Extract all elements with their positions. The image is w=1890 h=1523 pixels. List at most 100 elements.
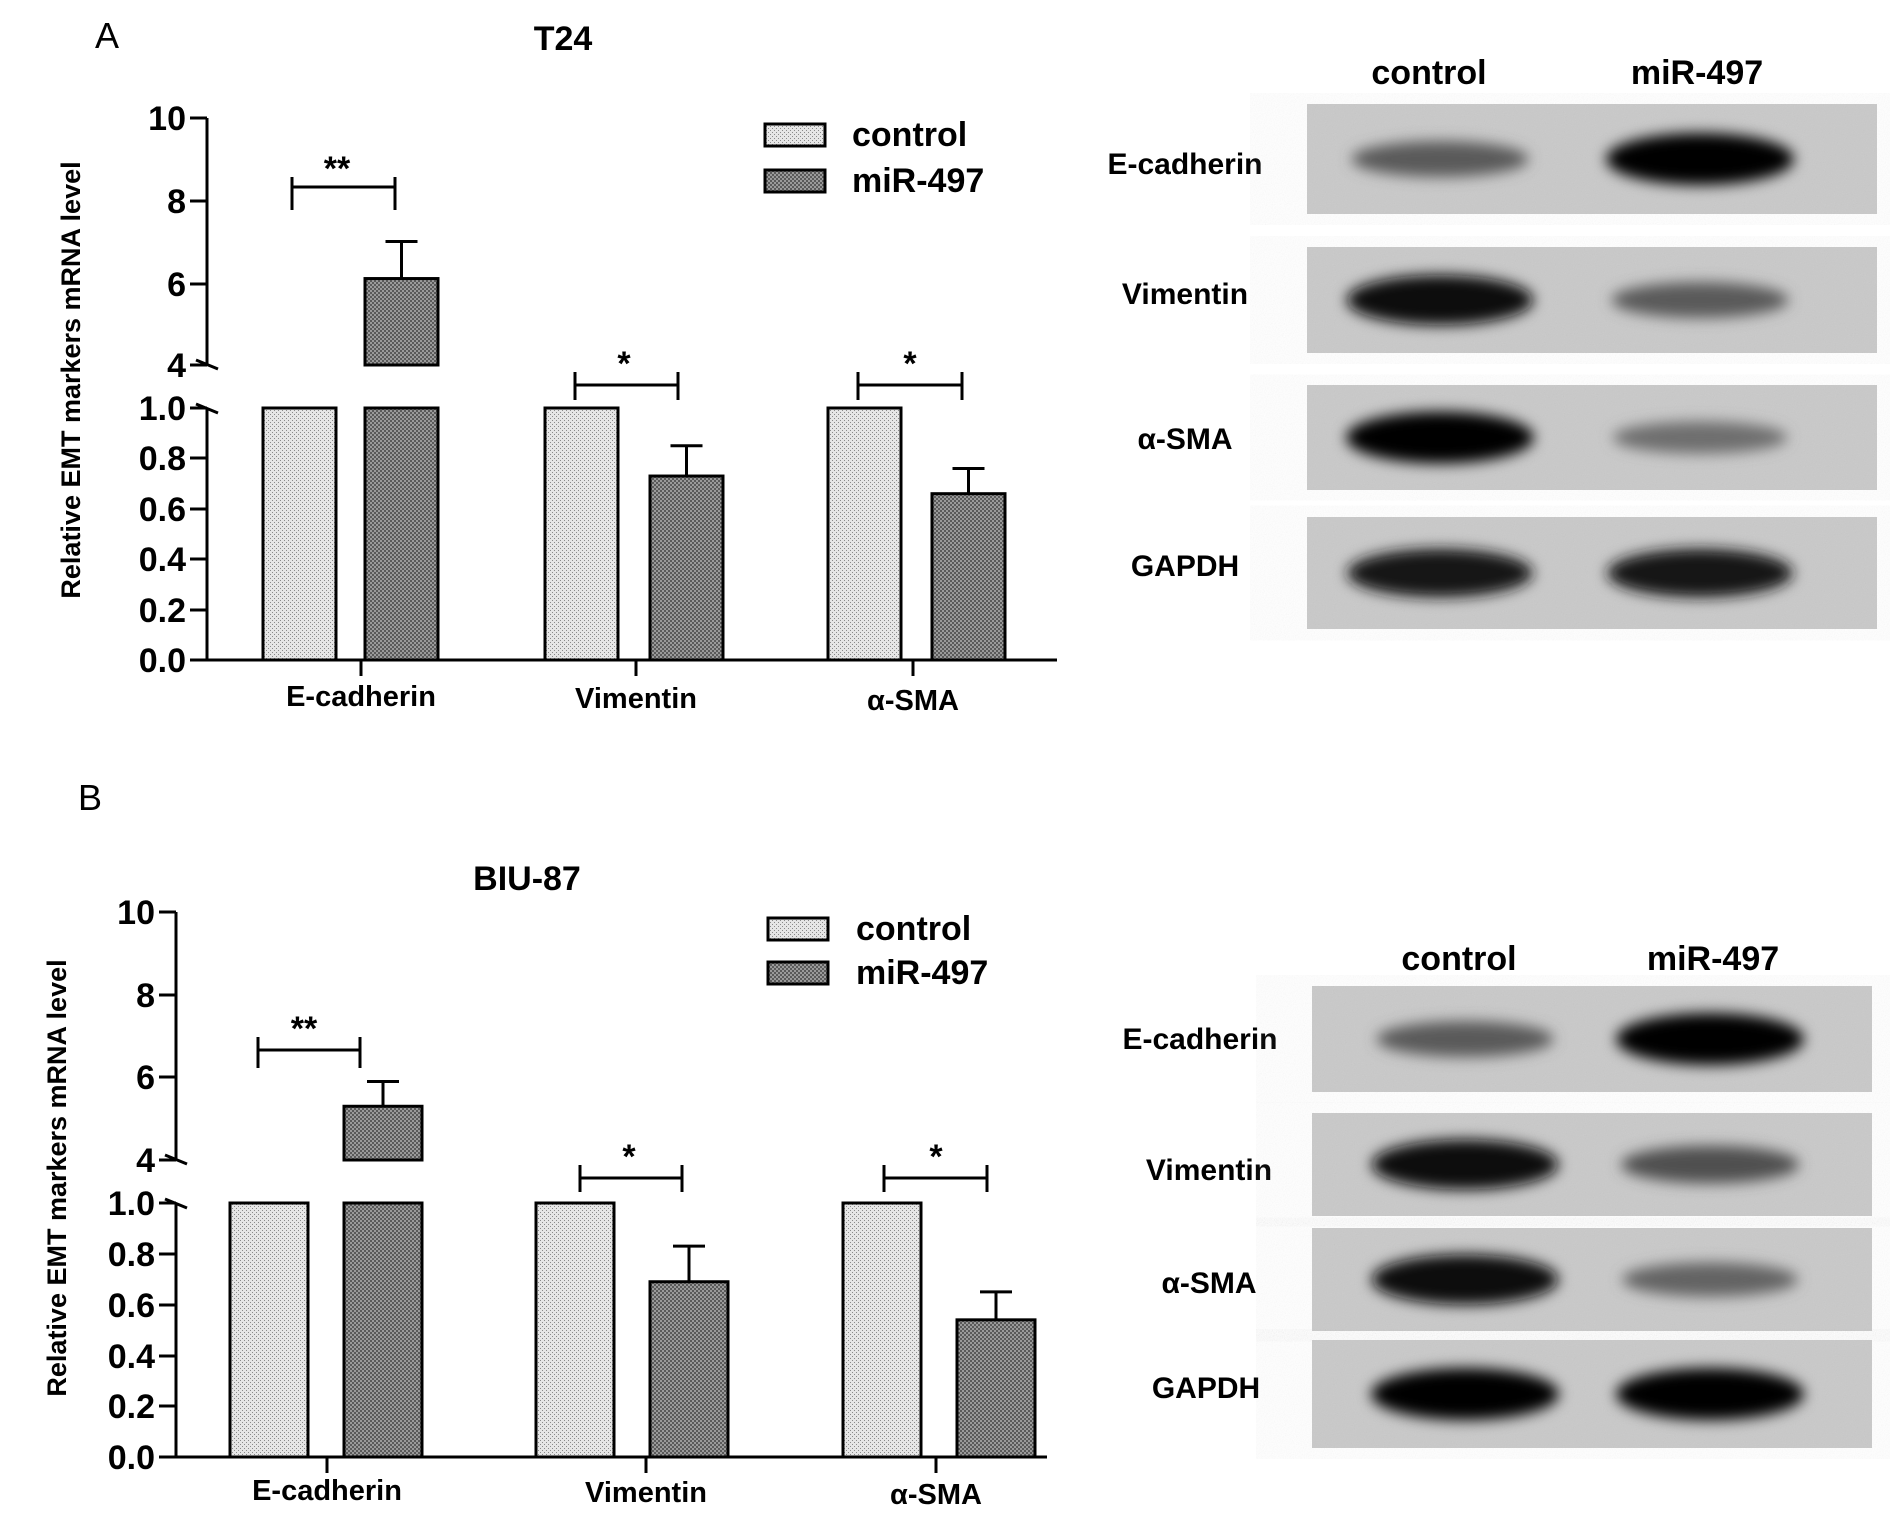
panel-a-ylabel: Relative EMT markers mRNA level bbox=[56, 161, 86, 598]
blot-band bbox=[1616, 1013, 1804, 1065]
blot-row-label: α-SMA bbox=[1161, 1267, 1256, 1300]
panel-b-ytick-label: 6 bbox=[136, 1059, 155, 1097]
significance-marker: ** bbox=[324, 150, 351, 188]
blot-column-label: control bbox=[1371, 54, 1486, 92]
panel-a-yticks-upper: 10 8 6 4 bbox=[148, 100, 207, 385]
panel-b-yticks-upper: 10 8 6 4 bbox=[117, 894, 176, 1180]
panel-b-xticks: E-cadherin Vimentin α-SMA bbox=[252, 1457, 982, 1511]
significance-marker: ** bbox=[291, 1010, 318, 1048]
bar-miR-497-E-cadherin bbox=[363, 406, 440, 662]
blot-band bbox=[1371, 1139, 1559, 1190]
blot-strips bbox=[1307, 104, 1877, 629]
bar-control-E-cadherin bbox=[261, 406, 338, 662]
panel-b: B BIU-87 Relative EMT markers mRNA level… bbox=[42, 777, 1872, 1511]
blot-band bbox=[1371, 1368, 1559, 1420]
legend-swatch-control bbox=[766, 916, 830, 942]
blot-row-label: GAPDH bbox=[1152, 1372, 1260, 1405]
bar-miR-497-Vimentin bbox=[648, 474, 725, 662]
bar-miR-497-E-cadherin-upper bbox=[363, 277, 440, 367]
panel-b-bars bbox=[228, 1079, 1037, 1459]
legend-swatch-control bbox=[763, 122, 827, 148]
panel-a-ytick-label: 0.0 bbox=[139, 642, 186, 680]
blot-band bbox=[1346, 274, 1534, 326]
blot-band bbox=[1616, 1368, 1804, 1420]
significance-marker: * bbox=[903, 345, 917, 383]
bar-control-α-SMA bbox=[841, 1201, 923, 1459]
blot-band bbox=[1612, 421, 1788, 454]
panel-a-category-label: α-SMA bbox=[867, 685, 959, 717]
blot-strips bbox=[1312, 986, 1872, 1448]
panel-a-category-label: E-cadherin bbox=[286, 681, 436, 713]
panel-b-ylabel: Relative EMT markers mRNA level bbox=[42, 959, 72, 1396]
legend-label: control bbox=[856, 910, 971, 948]
significance-bracket bbox=[882, 1165, 989, 1192]
significance-bracket bbox=[573, 372, 680, 400]
bar-control-Vimentin bbox=[543, 406, 620, 662]
panel-b-ytick-label: 4 bbox=[136, 1142, 155, 1180]
panel-b-ytick-label: 0.0 bbox=[108, 1439, 155, 1477]
panel-b-ytick-label: 8 bbox=[136, 977, 155, 1015]
panel-a-label: A bbox=[95, 15, 119, 56]
panel-b-ytick-label: 0.2 bbox=[108, 1388, 155, 1426]
panel-b-category-label: α-SMA bbox=[890, 1479, 982, 1511]
panel-b-ytick-label: 1.0 bbox=[108, 1185, 155, 1223]
panel-b-legend: control miR-497 bbox=[766, 910, 988, 992]
panel-a-ytick-label: 0.2 bbox=[139, 592, 186, 630]
bar-miR-497-α-SMA bbox=[930, 492, 1007, 662]
blot-band bbox=[1371, 1254, 1559, 1305]
significance-bracket bbox=[256, 1037, 362, 1068]
blot-band bbox=[1606, 133, 1794, 185]
blot-row-label: Vimentin bbox=[1146, 1154, 1272, 1187]
panel-b-ytick-label: 10 bbox=[117, 894, 155, 932]
panel-a-legend: control miR-497 bbox=[763, 116, 984, 200]
panel-b-title: BIU-87 bbox=[473, 860, 581, 898]
panel-b-category-label: E-cadherin bbox=[252, 1475, 402, 1507]
panel-b-ytick-label: 0.6 bbox=[108, 1287, 155, 1325]
bar-control-E-cadherin bbox=[228, 1201, 310, 1459]
blot-band bbox=[1607, 548, 1793, 598]
panel-a-yticks-lower: 1.0 0.8 0.6 0.4 0.2 0.0 bbox=[139, 390, 207, 680]
bar-miR-497-E-cadherin-upper bbox=[342, 1104, 424, 1162]
significance-bracket bbox=[856, 372, 964, 400]
panel-a: A T24 Relative EMT markers mRNA level 10… bbox=[56, 15, 1877, 717]
bar-miR-497-E-cadherin bbox=[342, 1201, 424, 1459]
panel-a-bars bbox=[261, 240, 1007, 662]
panel-a-category-label: Vimentin bbox=[575, 683, 697, 715]
legend-swatch-mir497 bbox=[766, 960, 830, 986]
panel-a-title: T24 bbox=[534, 20, 593, 58]
legend-label: control bbox=[852, 116, 967, 154]
significance-marker: * bbox=[617, 345, 631, 383]
panel-a-ytick-label: 0.6 bbox=[139, 491, 186, 529]
panel-a-ytick-label: 6 bbox=[167, 266, 186, 304]
bar-control-Vimentin bbox=[534, 1201, 616, 1459]
panel-a-ytick-label: 4 bbox=[167, 347, 186, 385]
blot-row-label: E-cadherin bbox=[1122, 1023, 1277, 1056]
significance-bracket bbox=[578, 1165, 684, 1192]
bar-miR-497-α-SMA bbox=[955, 1318, 1037, 1459]
blot-row-label: α-SMA bbox=[1137, 423, 1232, 456]
blot-band bbox=[1622, 1262, 1798, 1297]
blot-row-label: GAPDH bbox=[1131, 550, 1239, 583]
bar-control-α-SMA bbox=[826, 406, 903, 662]
blot-row-label: E-cadherin bbox=[1107, 148, 1262, 181]
panel-a-ytick-label: 8 bbox=[167, 183, 186, 221]
legend-label: miR-497 bbox=[852, 162, 984, 200]
panel-b-ytick-label: 0.8 bbox=[108, 1236, 155, 1274]
legend-swatch-mir497 bbox=[763, 168, 827, 194]
blot-column-label: miR-497 bbox=[1647, 940, 1779, 978]
panel-a-significance: ** * * bbox=[290, 150, 964, 400]
panel-a-ytick-label: 1.0 bbox=[139, 390, 186, 428]
panel-b-label: B bbox=[78, 777, 102, 818]
panel-a-ytick-label: 10 bbox=[148, 100, 186, 138]
panel-a-ytick-label: 0.4 bbox=[139, 541, 186, 579]
blot-band bbox=[1620, 1145, 1800, 1184]
blot-row-label: Vimentin bbox=[1122, 278, 1248, 311]
blot-band bbox=[1346, 411, 1534, 464]
panel-b-yticks-lower: 1.0 0.8 0.6 0.4 0.2 0.0 bbox=[108, 1185, 176, 1477]
blot-band bbox=[1351, 141, 1529, 177]
blot-band bbox=[1347, 548, 1533, 598]
significance-bracket bbox=[290, 177, 397, 210]
bar-miR-497-Vimentin bbox=[648, 1280, 730, 1459]
blot-band bbox=[1376, 1021, 1554, 1057]
